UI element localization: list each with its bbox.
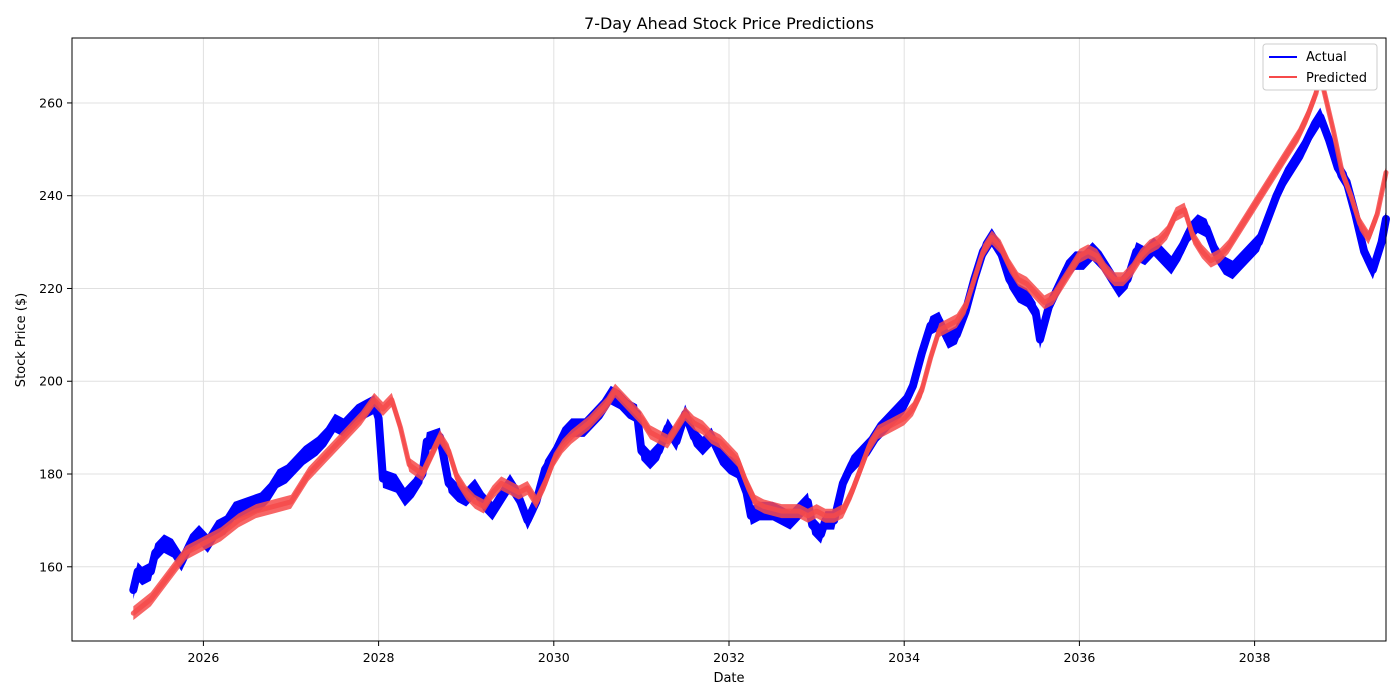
series-line-predicted bbox=[130, 72, 1389, 616]
y-tick-label-0: 160 bbox=[39, 559, 63, 574]
x-tick-label-4: 2034 bbox=[888, 650, 920, 665]
x-tick-label-0: 2026 bbox=[187, 650, 219, 665]
y-tick-label-4: 240 bbox=[39, 188, 63, 203]
x-tick-label-5: 2036 bbox=[1063, 650, 1095, 665]
chart-title: 7-Day Ahead Stock Price Predictions bbox=[584, 14, 874, 33]
y-axis-label: Stock Price ($) bbox=[14, 293, 29, 387]
series-layer bbox=[129, 68, 1390, 621]
legend-label-predicted: Predicted bbox=[1306, 71, 1367, 86]
y-axis: 160 180 200 220 240 260 bbox=[39, 95, 72, 574]
x-tick-label-1: 2028 bbox=[363, 650, 395, 665]
x-axis: 2026 2028 2030 2032 2034 2036 2038 bbox=[187, 641, 1271, 665]
y-tick-label-1: 180 bbox=[39, 467, 63, 482]
x-tick-label-6: 2038 bbox=[1239, 650, 1271, 665]
series-band-predicted bbox=[133, 68, 1386, 621]
x-tick-label-2: 2030 bbox=[538, 650, 570, 665]
x-tick-label-3: 2032 bbox=[713, 650, 745, 665]
y-tick-label-3: 220 bbox=[39, 281, 63, 296]
legend: Actual Predicted bbox=[1262, 43, 1378, 91]
y-tick-label-5: 260 bbox=[39, 95, 63, 110]
legend-box bbox=[1262, 43, 1378, 91]
x-axis-label: Date bbox=[713, 671, 744, 686]
y-tick-label-2: 200 bbox=[39, 374, 63, 389]
legend-label-actual: Actual bbox=[1306, 50, 1347, 65]
